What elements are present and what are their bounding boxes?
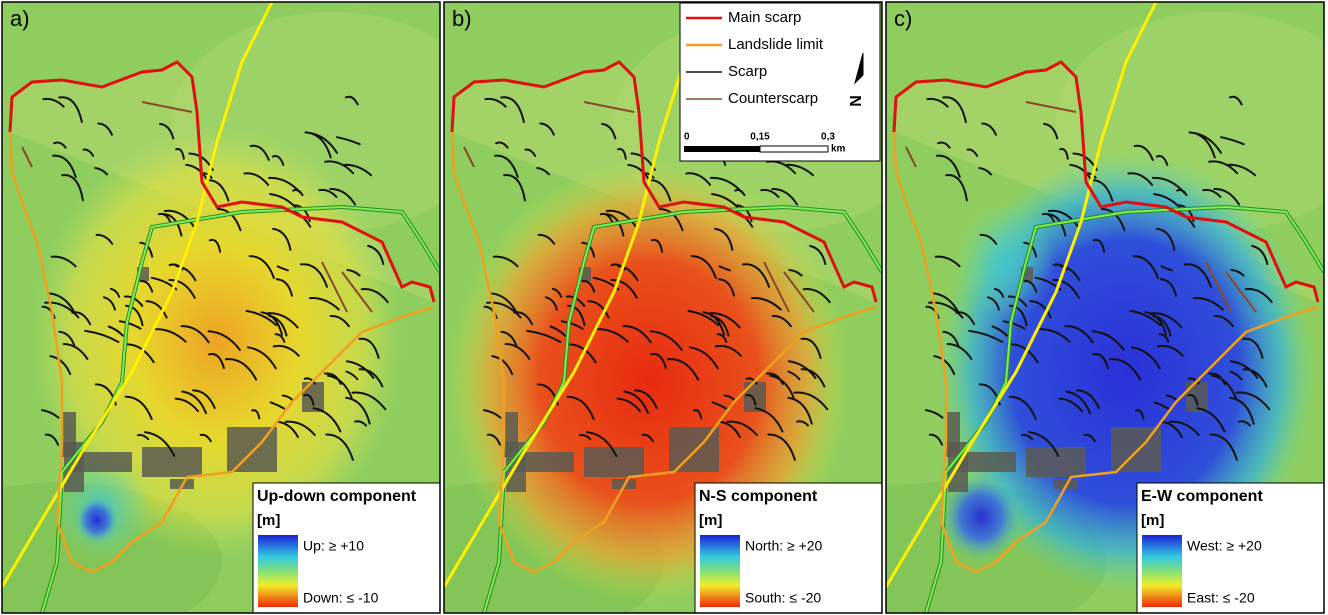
legend-unit: [m]	[1141, 512, 1164, 529]
legend-title: N-S component	[699, 488, 818, 505]
figure: a) Up-down component [m] Up: ≥ +10 Down: ≤ -…	[0, 0, 1328, 615]
map-legend-box	[680, 3, 880, 161]
legend-item: Counterscarp	[728, 90, 818, 107]
legend-item: Scarp	[728, 63, 767, 80]
legend-item: Main scarp	[728, 9, 801, 26]
colorbar	[1142, 535, 1182, 607]
displacement	[75, 496, 119, 544]
panel-label: c)	[894, 6, 912, 31]
scale-label: 0,15	[750, 132, 770, 143]
panel-label: b)	[452, 6, 472, 31]
legend-min: Down: ≤ -10	[303, 590, 379, 606]
legend-min: South: ≤ -20	[745, 590, 821, 606]
map-panel: a) Up-down component [m] Up: ≥ +10 Down: ≤ -…	[0, 2, 492, 615]
colorbar	[700, 535, 740, 607]
panel-label: a)	[10, 6, 30, 31]
legend-title: Up-down component	[257, 488, 417, 505]
scale-bar	[684, 146, 760, 152]
scale-label: 0,3	[821, 132, 835, 143]
scale-bar	[760, 146, 828, 152]
legend-max: West: ≥ +20	[1187, 538, 1262, 554]
legend-max: Up: ≥ +10	[303, 538, 364, 554]
legend-max: North: ≥ +20	[745, 538, 823, 554]
legend-title: E-W component	[1141, 488, 1263, 505]
legend-min: East: ≤ -20	[1187, 590, 1255, 606]
colorbar	[258, 535, 298, 607]
north-label: N	[848, 95, 865, 107]
legend-unit: [m]	[257, 512, 280, 529]
scale-label: 0	[684, 132, 690, 143]
legend-item: Landslide limit	[728, 36, 824, 53]
map-legend: Main scarp Landslide limit Scarp Countersca…	[680, 3, 880, 161]
legend-unit: [m]	[699, 512, 722, 529]
scale-unit: km	[831, 144, 846, 155]
